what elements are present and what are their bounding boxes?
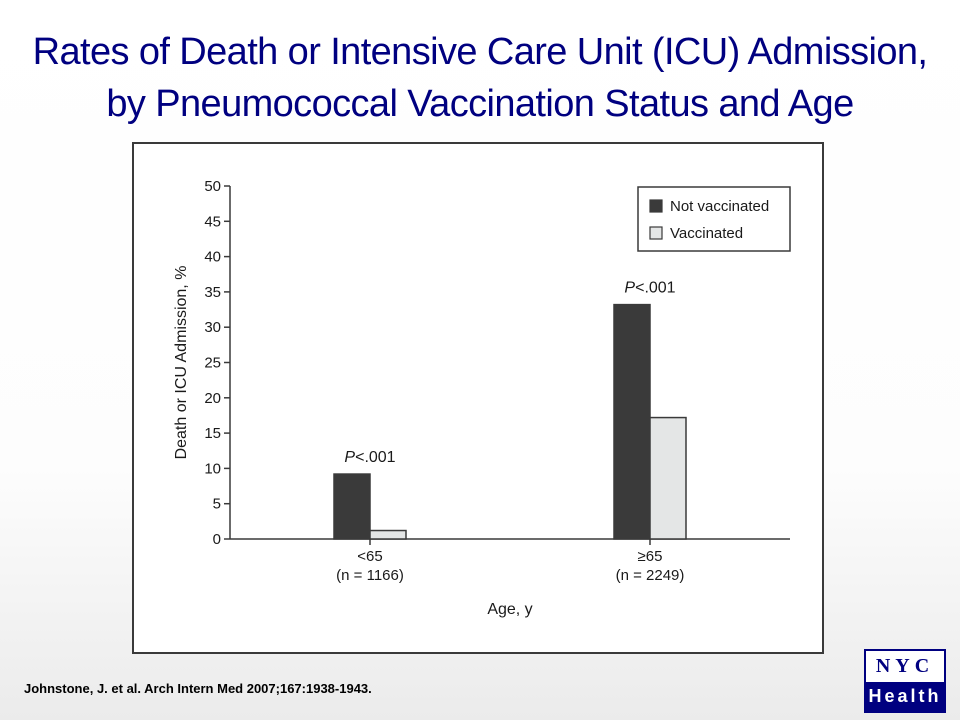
bar-vaccinated xyxy=(369,529,407,540)
y-tick-label: 10 xyxy=(204,460,221,477)
y-tick-label: 25 xyxy=(204,355,221,372)
legend-box xyxy=(637,186,791,252)
y-tick-label: 50 xyxy=(204,178,221,195)
p-value-label: P<.001 xyxy=(344,449,395,466)
title-line-1: Rates of Death or Intensive Care Unit (I… xyxy=(32,31,928,73)
x-tick-sample-size: (n = 1166) xyxy=(336,567,404,584)
p-value-annotations: P<.001 P<.001 xyxy=(344,280,675,466)
bar-not-vaccinated xyxy=(333,473,371,540)
y-tick-label: 5 xyxy=(213,496,221,513)
p-value-label: P<.001 xyxy=(624,280,675,297)
y-tick-label: 15 xyxy=(204,425,221,442)
slide-title: Rates of Death or Intensive Care Unit (I… xyxy=(0,26,960,130)
bar-chart: 0 5 10 15 20 25 30 35 40 45 50 <65 (n = 1166) ≥65 (n … xyxy=(173,178,791,618)
y-tick-label: 45 xyxy=(204,213,221,230)
x-tick-label: <65 xyxy=(357,548,382,565)
legend-label: Vaccinated xyxy=(670,225,743,242)
x-axis: <65 (n = 1166) ≥65 (n = 2249) xyxy=(230,538,790,584)
x-tick-sample-size: (n = 2249) xyxy=(616,567,685,584)
citation: Johnstone, J. et al. Arch Intern Med 200… xyxy=(24,681,372,696)
x-axis-label: Age, y xyxy=(487,601,532,618)
logo-bottom-text: Health xyxy=(866,682,944,711)
bar-vaccinated xyxy=(649,416,687,540)
chart-frame: 0 5 10 15 20 25 30 35 40 45 50 <65 (n = 1166) ≥65 (n … xyxy=(132,142,824,654)
bars xyxy=(333,303,687,540)
y-tick-label: 30 xyxy=(204,319,221,336)
legend-swatch xyxy=(649,199,663,213)
nyc-health-logo: NYC Health xyxy=(864,649,946,713)
chart-legend: Not vaccinated Vaccinated xyxy=(637,186,791,252)
legend-label: Not vaccinated xyxy=(670,198,769,215)
x-tick-label: ≥65 xyxy=(638,548,663,565)
title-line-2: by Pneumococcal Vaccination Status and A… xyxy=(106,83,854,125)
bar-not-vaccinated xyxy=(613,303,651,540)
logo-top-text: NYC xyxy=(866,651,944,681)
y-tick-label: 20 xyxy=(204,390,221,407)
y-tick-label: 0 xyxy=(213,531,221,548)
y-tick-label: 40 xyxy=(204,249,221,266)
y-axis: 0 5 10 15 20 25 30 35 40 45 50 xyxy=(204,178,231,548)
y-axis-label: Death or ICU Admission, % xyxy=(173,266,190,460)
legend-swatch xyxy=(649,226,663,240)
y-tick-label: 35 xyxy=(204,284,221,301)
